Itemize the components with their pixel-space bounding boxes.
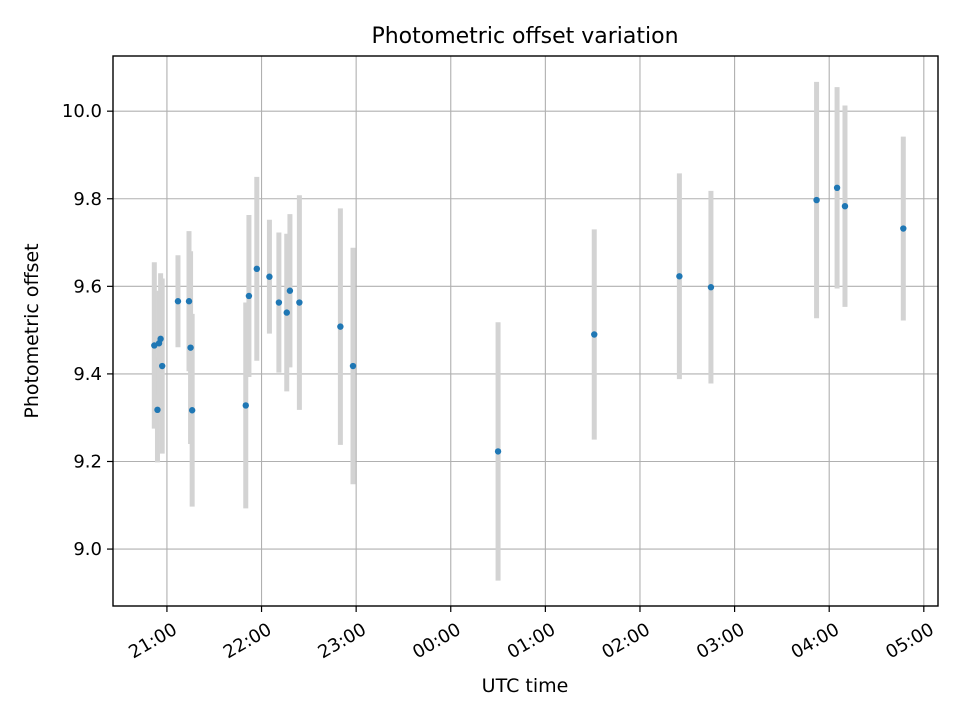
data-point <box>157 335 164 343</box>
data-point <box>266 273 273 280</box>
data-point <box>242 402 249 409</box>
data-point <box>158 362 166 370</box>
data-point <box>275 299 283 306</box>
data-point <box>841 202 849 210</box>
data-point <box>296 299 303 306</box>
data-point <box>286 287 294 294</box>
x-tick-label: 02:00 <box>598 619 653 663</box>
data-point <box>813 196 820 204</box>
plot-frame <box>112 55 939 607</box>
x-tick-label: 03:00 <box>693 619 748 663</box>
y-tick-label: 9.6 <box>73 276 102 297</box>
x-tick-label: 05:00 <box>882 619 937 663</box>
chart-title: Photometric offset variation <box>371 24 678 49</box>
x-axis-label: UTC time <box>482 675 569 697</box>
y-tick-label: 10.0 <box>62 101 102 122</box>
y-tick-label: 9.2 <box>73 451 102 472</box>
data-point <box>337 323 344 330</box>
data-point <box>187 344 194 351</box>
y-axis-label: Photometric offset <box>21 243 43 418</box>
x-tick-label: 21:00 <box>125 619 180 663</box>
y-tick-label: 9.4 <box>73 364 102 385</box>
data-point <box>900 225 907 232</box>
y-tick-label: 9.0 <box>73 539 102 560</box>
data-point <box>349 362 357 370</box>
data-point <box>833 184 841 192</box>
y-tick-label: 9.8 <box>73 189 102 210</box>
data-point <box>676 273 683 280</box>
data-point <box>245 292 253 300</box>
data-point <box>185 298 193 305</box>
data-point <box>283 309 290 316</box>
data-point <box>174 298 182 305</box>
x-tick-label: 01:00 <box>504 619 559 663</box>
data-points <box>151 184 907 455</box>
x-axis-ticks: 21:00 22:00 23:00 00:00 01:00 02:00 03:00 04:00… <box>125 606 938 663</box>
x-tick-label: 23:00 <box>315 619 370 663</box>
y-axis-ticks: 9.0 9.2 9.4 9.6 9.8 10.0 <box>62 101 113 560</box>
data-point <box>253 265 261 273</box>
data-point <box>188 407 196 414</box>
data-point <box>707 284 715 291</box>
x-tick-label: 04:00 <box>788 619 843 663</box>
data-point <box>591 331 598 338</box>
x-tick-label: 00:00 <box>409 619 464 663</box>
x-tick-label: 22:00 <box>220 619 275 663</box>
data-point <box>154 406 161 414</box>
error-bars <box>151 81 906 581</box>
data-point <box>494 448 502 455</box>
